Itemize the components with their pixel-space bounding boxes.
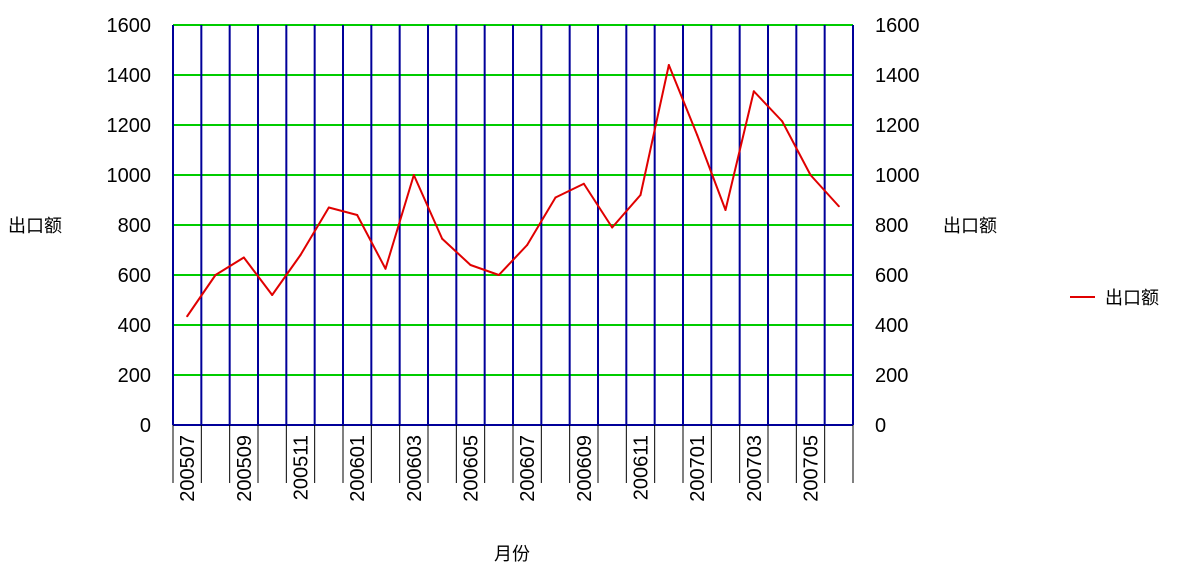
data-point [384, 267, 387, 270]
x-tick-label: 200703 [744, 435, 766, 502]
axes [172, 25, 854, 483]
y-axis-title-left: 出口额 [8, 216, 62, 237]
data-point [696, 134, 699, 136]
data-point [611, 226, 614, 229]
x-tick-label: 200511 [291, 435, 313, 500]
data-point [299, 254, 302, 256]
data-point [469, 264, 472, 266]
left-y-tick-labels: 0 200 400 600 800 1000 1200 1400 1600 [107, 15, 152, 437]
data-point [356, 214, 359, 216]
x-axis-title: 月份 [494, 544, 530, 565]
data-point [554, 196, 557, 199]
x-tick-label: 200701 [687, 435, 709, 502]
data-point [724, 209, 727, 211]
y-tick-label-left: 1000 [107, 165, 152, 187]
y-tick-label-right: 600 [875, 265, 908, 287]
x-tick-label: 200603 [404, 435, 426, 502]
y-tick-label-right: 1200 [875, 115, 920, 137]
data-point [271, 294, 274, 296]
data-point [327, 206, 330, 209]
data-point [441, 237, 444, 240]
y-tick-label-right: 400 [875, 315, 908, 337]
y-tick-label-right: 200 [875, 365, 908, 387]
y-tick-label-left: 1400 [107, 65, 152, 87]
legend: 出口额 [1070, 288, 1159, 309]
data-point [639, 194, 642, 196]
data-point [667, 64, 670, 66]
y-tick-label-right: 1600 [875, 15, 920, 37]
data-point [781, 120, 784, 123]
data-point [526, 244, 529, 246]
y-axis-title-right: 出口额 [943, 216, 997, 237]
y-tick-label-left: 1600 [107, 15, 152, 37]
y-tick-label-left: 200 [118, 365, 151, 387]
data-point [214, 274, 217, 276]
y-tick-label-right: 800 [875, 215, 908, 237]
data-point [242, 256, 245, 259]
y-tick-label-left: 600 [118, 265, 151, 287]
data-point [186, 315, 189, 318]
series-line [186, 64, 840, 317]
data-point [497, 274, 500, 276]
y-tick-label-left: 1200 [107, 115, 152, 137]
y-tick-label-right: 1400 [875, 65, 920, 87]
data-point [582, 182, 585, 185]
x-tick-label: 200609 [574, 435, 596, 502]
y-tick-label-left: 0 [140, 415, 151, 437]
y-tick-label-right: 0 [875, 415, 886, 437]
series-layer [186, 64, 840, 318]
x-tick-label: 200507 [177, 435, 199, 502]
x-tick-label: 200509 [234, 435, 256, 502]
data-point [412, 174, 415, 176]
data-point [837, 205, 840, 208]
legend-label: 出口额 [1105, 288, 1159, 309]
x-tick-label: 200601 [347, 435, 369, 502]
data-point [809, 174, 812, 176]
y-tick-label-right: 1000 [875, 165, 920, 187]
x-tick-label: 200605 [461, 435, 483, 502]
x-tick-label: 200705 [801, 435, 823, 502]
x-tick-label: 200611 [631, 435, 653, 500]
x-tick-labels: 200507 200509 200511 200601 200603 200605 2006… [177, 435, 822, 502]
right-y-tick-labels: 0 200 400 600 800 1000 1200 1400 1600 [875, 15, 920, 437]
vertical-gridlines [200, 25, 826, 425]
y-tick-label-left: 400 [118, 315, 151, 337]
x-tick-label: 200607 [517, 435, 539, 502]
y-tick-label-left: 800 [118, 215, 151, 237]
data-point [752, 90, 755, 93]
